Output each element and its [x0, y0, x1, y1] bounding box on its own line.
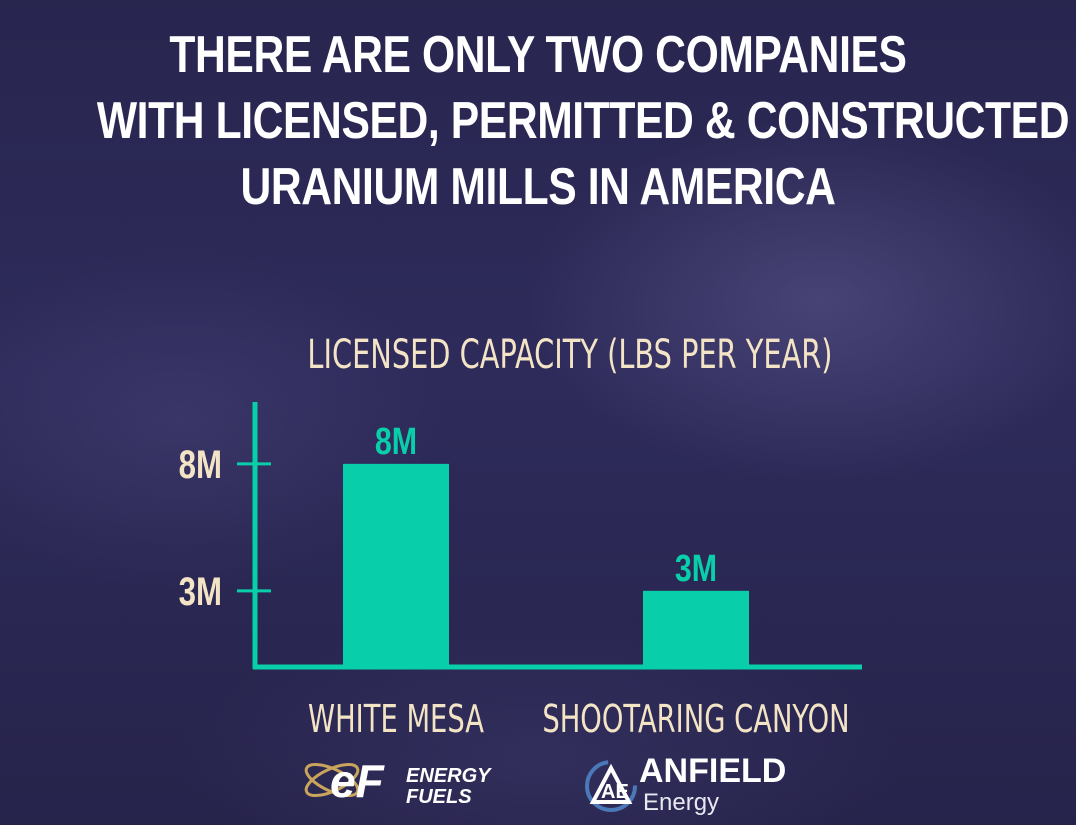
y-tick-label-1: 8M	[179, 442, 222, 487]
atom-orbit-icon	[304, 763, 360, 797]
ef-logo-line1: ENERGY	[406, 765, 492, 787]
triangle-ae-icon: AE	[585, 760, 637, 812]
anfield-logo-line2: Energy	[643, 789, 719, 816]
title-line-3: URANIUM MILLS IN AMERICA	[240, 158, 836, 216]
y-tick-label-0: 3M	[179, 569, 222, 614]
bar-1	[643, 590, 749, 667]
value-label-0: 8M	[375, 421, 417, 463]
bar-0	[343, 463, 449, 667]
value-label-1: 3M	[675, 548, 717, 590]
anfield-logo-mark: AE	[601, 781, 629, 803]
ef-logo-line2: FUELS	[406, 786, 472, 808]
energy-fuels-logo: eF ENERGY FUELS	[304, 755, 492, 808]
chart-title: LICENSED CAPACITY (LBS PER YEAR)	[307, 332, 833, 378]
category-label-white-mesa: WHITE MESA	[308, 697, 484, 741]
anfield-energy-logo: AE ANFIELD Energy	[585, 752, 786, 816]
anfield-logo-line1: ANFIELD	[639, 752, 786, 790]
ef-logo-mark: eF	[330, 755, 386, 807]
category-label-shootaring-canyon: SHOOTARING CANYON	[542, 697, 850, 741]
title-line-2: WITH LICENSED, PERMITTED & CONSTRUCTED	[96, 92, 1070, 150]
title-line-1: THERE ARE ONLY TWO COMPANIES	[169, 26, 907, 84]
page-title: THERE ARE ONLY TWO COMPANIES WITH LICENS…	[96, 22, 1070, 220]
